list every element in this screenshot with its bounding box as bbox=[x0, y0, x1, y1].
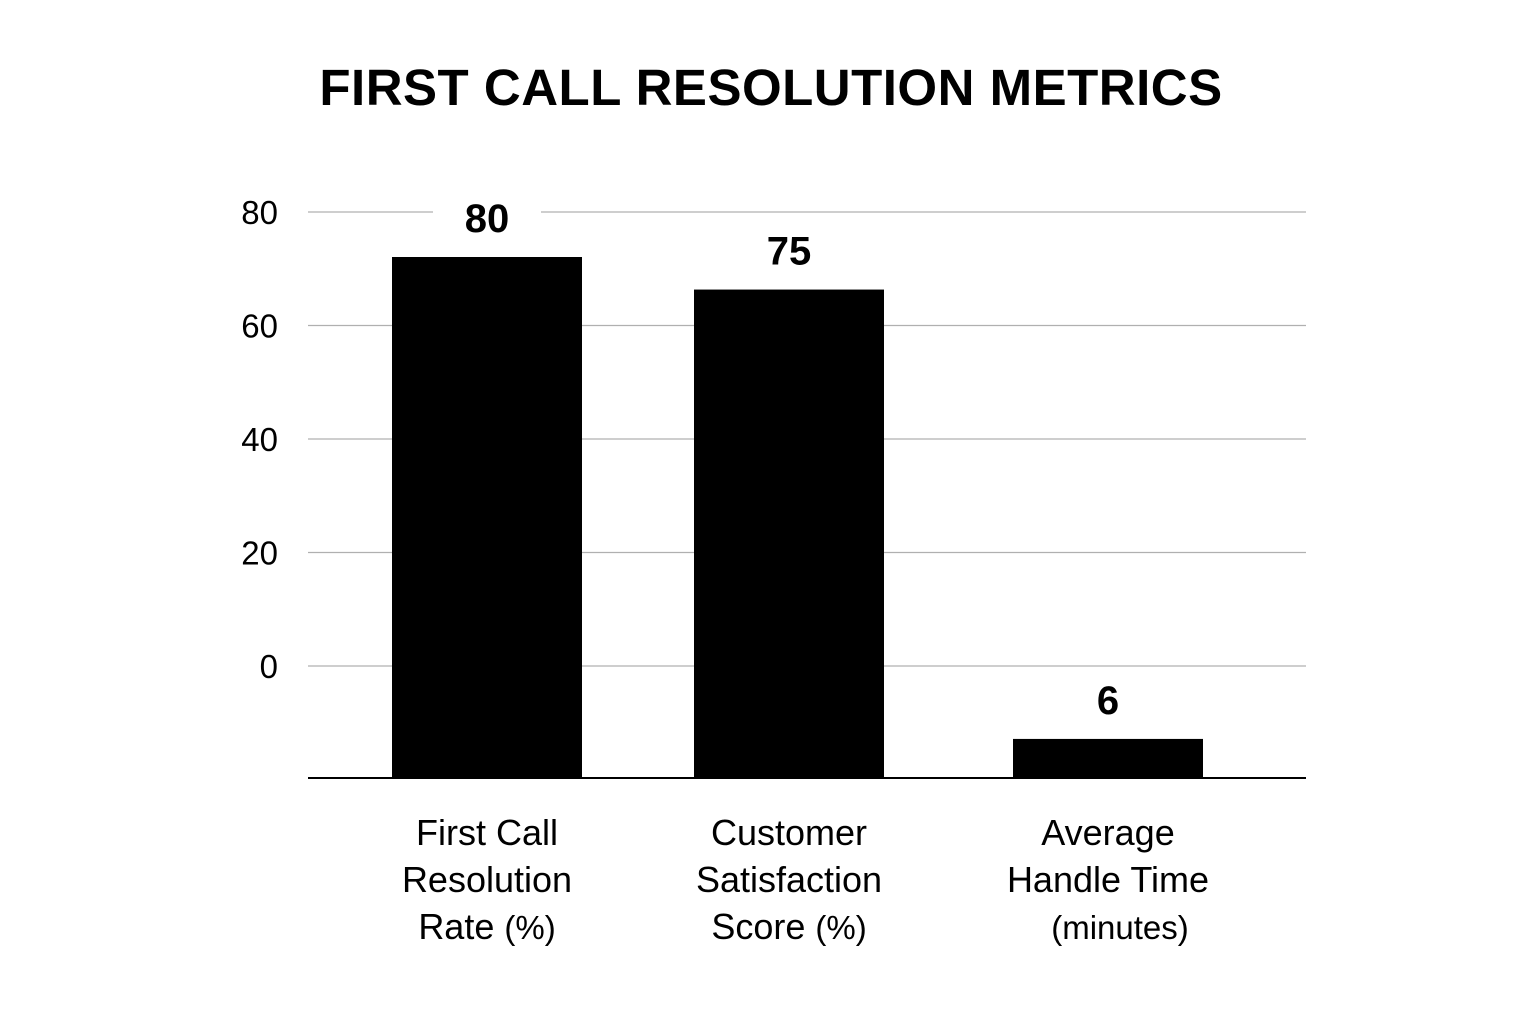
data-labels: 80 75 6 bbox=[433, 190, 1119, 723]
category-label-line: Score (%) bbox=[711, 906, 866, 947]
y-tick-label: 40 bbox=[241, 421, 278, 458]
bar bbox=[1013, 738, 1203, 778]
category-label: Average Handle Time (minutes) bbox=[1007, 812, 1209, 946]
y-tick-label: 20 bbox=[241, 535, 278, 572]
category-label: First Call Resolution Rate (%) bbox=[402, 812, 572, 947]
data-label: 6 bbox=[1097, 679, 1119, 723]
data-label-background bbox=[433, 190, 541, 242]
data-label: 80 bbox=[465, 197, 510, 241]
y-tick-label: 60 bbox=[241, 308, 278, 345]
category-unit: (%) bbox=[504, 909, 555, 946]
y-tick-label: 0 bbox=[260, 648, 278, 685]
category-label-line: Rate (%) bbox=[418, 906, 555, 947]
data-label: 75 bbox=[767, 230, 812, 274]
category-label-line: Handle Time bbox=[1007, 859, 1209, 900]
category-label: Customer Satisfaction Score (%) bbox=[696, 812, 882, 947]
category-label-line: Satisfaction bbox=[696, 859, 882, 900]
category-label-line: Average bbox=[1041, 812, 1174, 853]
y-axis-ticks: 0 20 40 60 80 bbox=[241, 194, 278, 685]
y-tick-label: 80 bbox=[241, 194, 278, 231]
category-unit: (minutes) bbox=[1051, 909, 1189, 946]
category-label-line: Customer bbox=[711, 812, 867, 853]
category-unit: (%) bbox=[815, 909, 866, 946]
chart-title: FIRST CALL RESOLUTION METRICS bbox=[319, 59, 1223, 116]
bar bbox=[392, 257, 582, 778]
category-label-line: First Call bbox=[416, 812, 558, 853]
bar bbox=[694, 289, 884, 778]
category-labels: First Call Resolution Rate (%) Customer Sati… bbox=[402, 812, 1209, 947]
bars bbox=[392, 257, 1203, 778]
category-label-line: Resolution bbox=[402, 859, 572, 900]
